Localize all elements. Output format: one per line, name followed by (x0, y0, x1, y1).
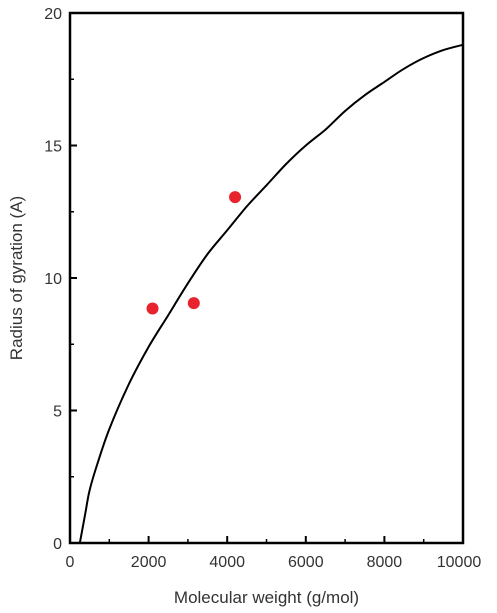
x-tick-label: 6000 (288, 554, 324, 571)
data-point (229, 191, 242, 204)
y-tick-label: 15 (44, 139, 62, 156)
y-axis-label: Radius of gyration (A) (7, 196, 26, 360)
y-tick-label: 10 (44, 271, 62, 288)
fit-line (78, 43, 464, 544)
tick-marks (69, 12, 464, 544)
data-points (146, 191, 242, 315)
x-axis-label: Molecular weight (g/mol) (174, 588, 359, 607)
x-tick-label: 2000 (131, 554, 167, 571)
plot-frame (68, 11, 465, 545)
x-tick-label: 4000 (209, 554, 245, 571)
x-tick-label: 10000 (437, 554, 482, 571)
tick-labels: 0 2000 4000 6000 8000 10000 0 5 10 15 20 (44, 6, 481, 571)
y-tick-label: 20 (44, 6, 62, 23)
data-point (146, 302, 159, 315)
y-tick-label: 0 (53, 536, 62, 553)
x-tick-label: 0 (66, 554, 75, 571)
data-point (187, 297, 200, 310)
x-tick-label: 8000 (367, 554, 403, 571)
y-tick-label: 5 (53, 404, 62, 421)
